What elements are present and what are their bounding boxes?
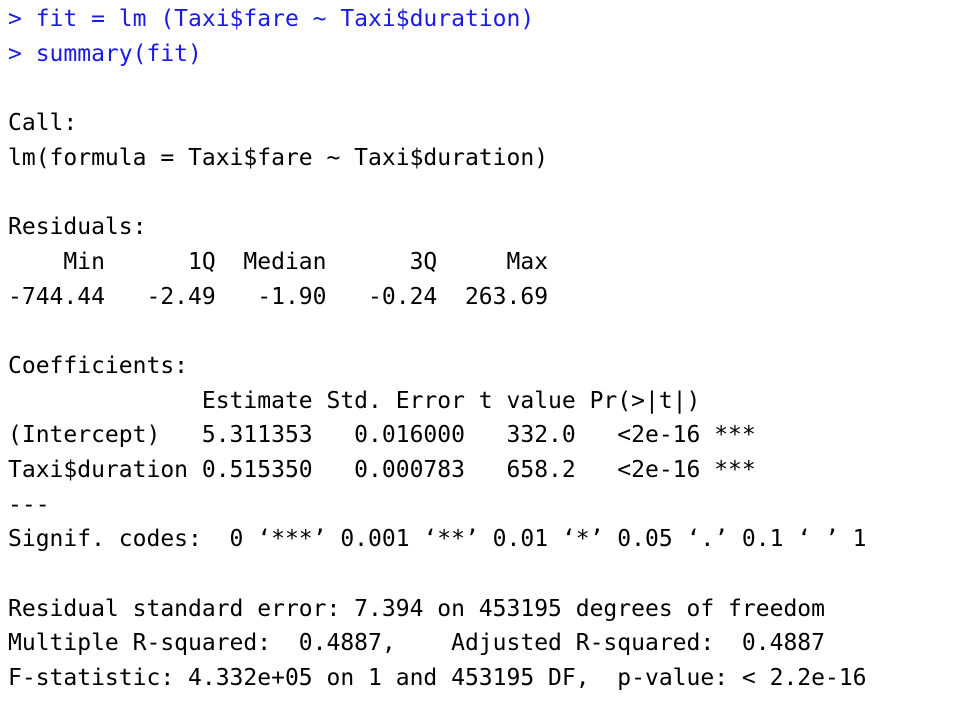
residual-standard-error-line: Residual standard error: 7.394 on 453195… bbox=[8, 595, 825, 622]
coefficients-row-intercept: (Intercept) 5.311353 0.016000 332.0 <2e-… bbox=[8, 422, 756, 449]
command-line-summary: > summary(fit) bbox=[8, 40, 202, 67]
call-formula: lm(formula = Taxi$fare ~ Taxi$duration) bbox=[8, 144, 549, 171]
residuals-values: -744.44 -2.49 -1.90 -0.24 263.69 bbox=[8, 283, 562, 310]
signif-codes-line: Signif. codes: 0 ‘***’ 0.001 ‘**’ 0.01 ‘… bbox=[8, 526, 867, 553]
coefficients-row-duration: Taxi$duration 0.515350 0.000783 658.2 <2… bbox=[8, 456, 756, 483]
blank-line bbox=[8, 175, 966, 210]
r-squared-line: Multiple R-squared: 0.4887, Adjusted R-s… bbox=[8, 630, 839, 657]
separator-line: --- bbox=[8, 491, 50, 518]
f-statistic-line: F-statistic: 4.332e+05 on 1 and 453195 D… bbox=[8, 665, 867, 692]
blank-line bbox=[8, 314, 966, 349]
residuals-column-labels: Min 1Q Median 3Q Max bbox=[8, 248, 562, 275]
residuals-header: Residuals: bbox=[8, 214, 147, 241]
command-line-fit: > fit = lm (Taxi$fare ~ Taxi$duration) bbox=[8, 6, 535, 32]
blank-line bbox=[8, 557, 966, 592]
coefficients-header: Coefficients: bbox=[8, 352, 189, 379]
call-header: Call: bbox=[8, 110, 78, 137]
coefficients-column-labels: Estimate Std. Error t value Pr(>|t|) bbox=[8, 387, 756, 414]
blank-line bbox=[8, 71, 966, 106]
